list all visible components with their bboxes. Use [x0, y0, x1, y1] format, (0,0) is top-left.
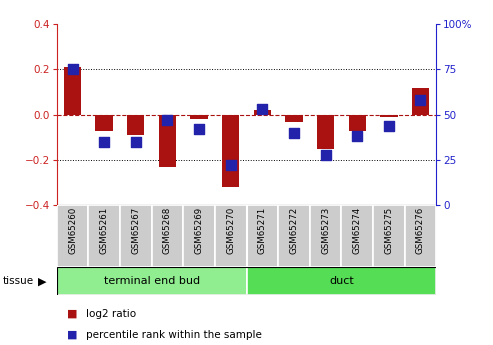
Text: GSM65272: GSM65272: [289, 207, 298, 254]
Text: GSM65260: GSM65260: [68, 207, 77, 254]
Bar: [222, 115, 240, 187]
Bar: [152, 205, 183, 267]
Bar: [373, 205, 405, 267]
Point: [258, 107, 266, 112]
Text: tissue: tissue: [2, 276, 34, 286]
Point: [227, 162, 235, 168]
Text: duct: duct: [329, 276, 354, 286]
Point: [385, 123, 393, 128]
Bar: [412, 88, 429, 115]
Bar: [285, 115, 303, 121]
Bar: [246, 205, 278, 267]
Bar: [57, 205, 88, 267]
Point: [290, 130, 298, 136]
Bar: [57, 267, 246, 295]
Point: [195, 126, 203, 132]
Point: [164, 117, 172, 123]
Bar: [317, 115, 334, 149]
Text: GSM65274: GSM65274: [352, 207, 362, 254]
Bar: [88, 205, 120, 267]
Bar: [127, 115, 144, 135]
Text: terminal end bud: terminal end bud: [104, 276, 200, 286]
Bar: [349, 115, 366, 130]
Point: [132, 139, 140, 145]
Text: GSM65271: GSM65271: [258, 207, 267, 254]
Bar: [183, 205, 215, 267]
Bar: [278, 205, 310, 267]
Point: [69, 67, 76, 72]
Text: GSM65273: GSM65273: [321, 207, 330, 254]
Bar: [215, 205, 246, 267]
Point: [417, 97, 424, 103]
Bar: [253, 110, 271, 115]
Text: GSM65267: GSM65267: [131, 207, 141, 254]
Text: GSM65261: GSM65261: [100, 207, 108, 254]
Bar: [159, 115, 176, 167]
Bar: [380, 115, 397, 117]
Bar: [405, 205, 436, 267]
Text: GSM65268: GSM65268: [163, 207, 172, 254]
Bar: [190, 115, 208, 119]
Text: ▶: ▶: [38, 276, 46, 286]
Bar: [96, 115, 113, 130]
Text: percentile rank within the sample: percentile rank within the sample: [86, 330, 262, 339]
Bar: [64, 67, 81, 115]
Bar: [310, 205, 341, 267]
Bar: [341, 205, 373, 267]
Bar: [120, 205, 152, 267]
Text: log2 ratio: log2 ratio: [86, 309, 137, 319]
Text: GSM65269: GSM65269: [195, 207, 204, 254]
Point: [353, 134, 361, 139]
Point: [100, 139, 108, 145]
Bar: [246, 267, 436, 295]
Text: GSM65270: GSM65270: [226, 207, 235, 254]
Text: GSM65276: GSM65276: [416, 207, 425, 254]
Point: [321, 152, 329, 157]
Text: ■: ■: [67, 330, 77, 339]
Text: GSM65275: GSM65275: [385, 207, 393, 254]
Text: ■: ■: [67, 309, 77, 319]
